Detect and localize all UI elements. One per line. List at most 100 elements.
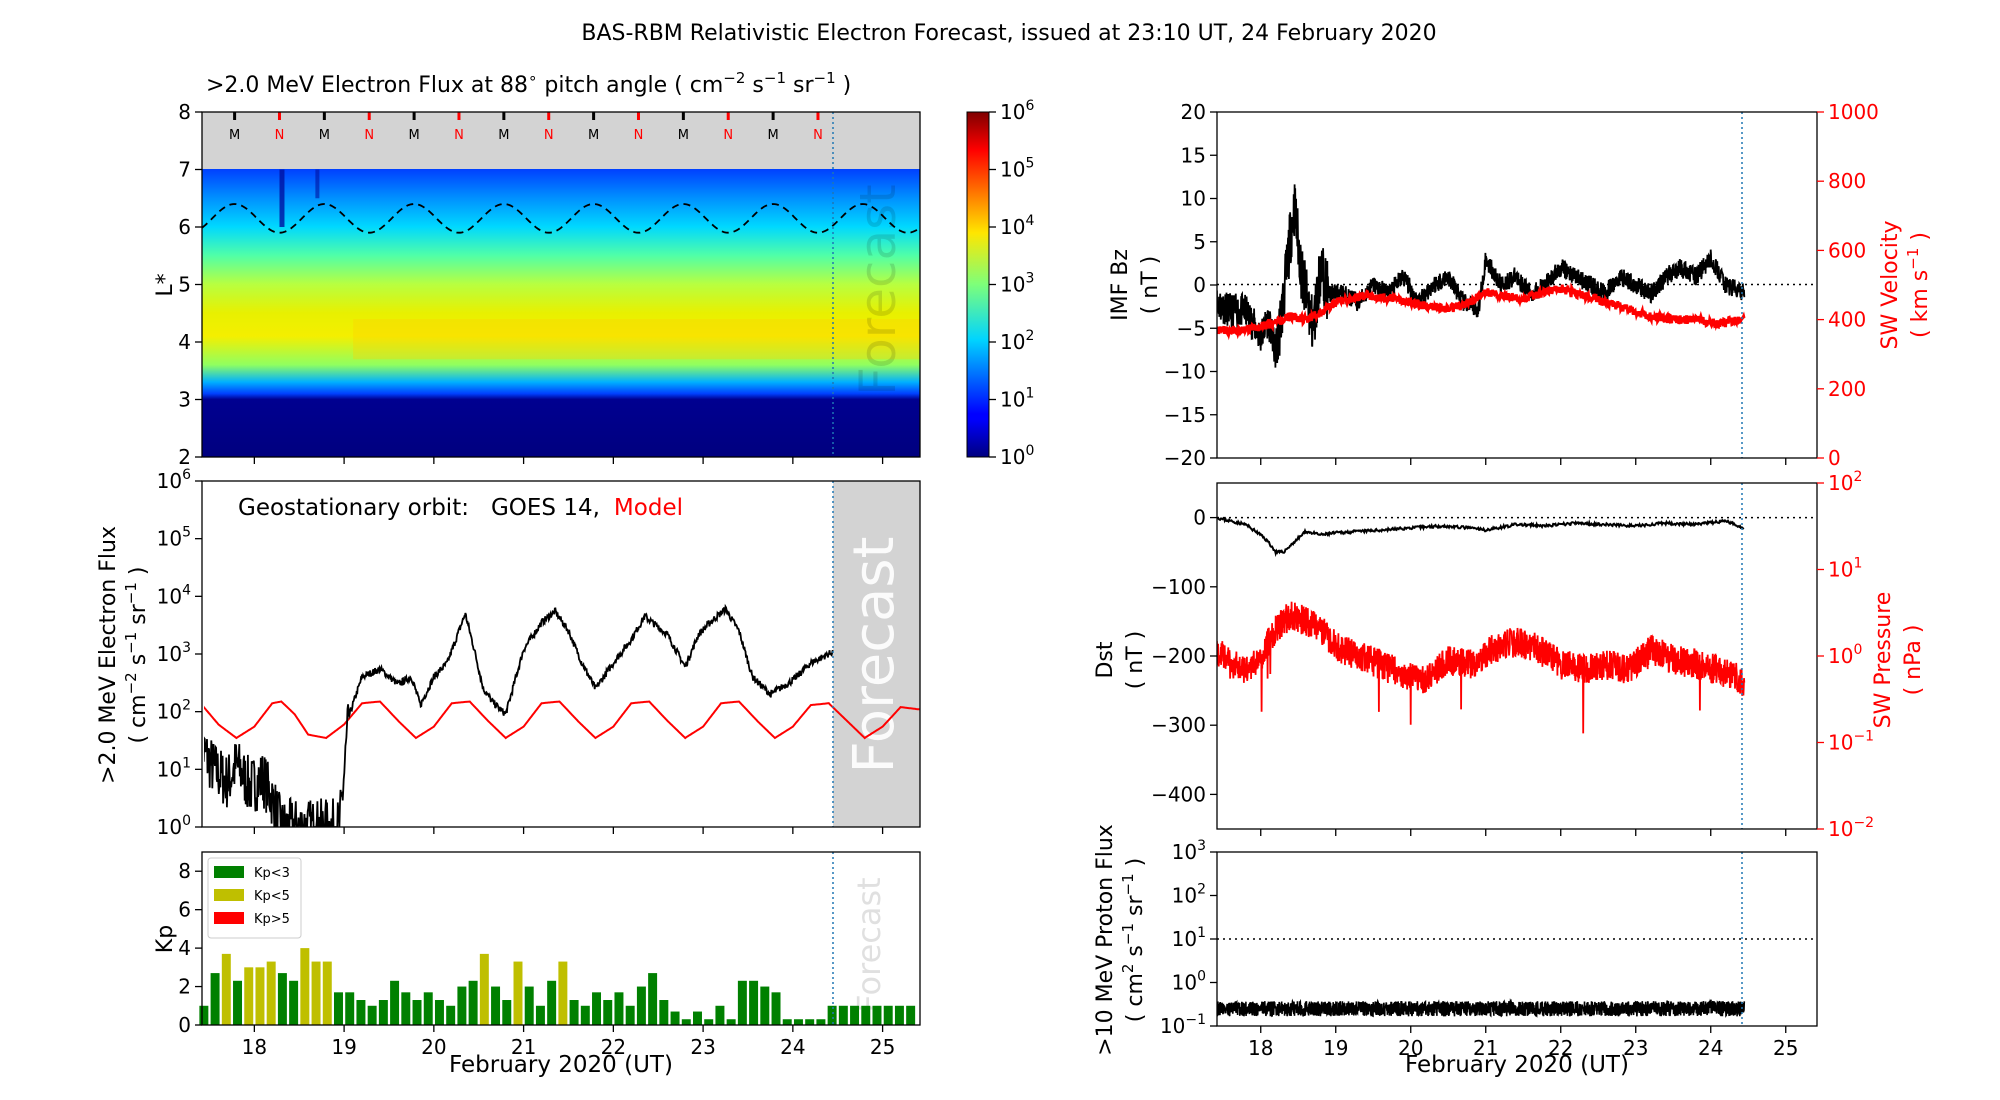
kp-x-label: 23 (690, 1035, 715, 1059)
orbit-marker-label: N (544, 128, 554, 143)
kp-bar (693, 1011, 702, 1025)
flux-dropout-streak (279, 169, 285, 227)
proton-x-label: 25 (1773, 1036, 1798, 1060)
proton-x-label: 22 (1548, 1036, 1573, 1060)
kp-bar (771, 992, 781, 1025)
orbit-marker-label: M (678, 128, 689, 143)
kp-bar (513, 961, 523, 1025)
imf-y-axis: −20 −15 −10 −5 0 5 10 15 20 (1164, 100, 1217, 470)
dst-tick-label: 0 (1193, 506, 1206, 530)
dst-line (1217, 516, 1745, 558)
kp-bars (199, 948, 916, 1025)
proton-tick-label: 101 (1172, 925, 1206, 951)
orbit-marker-label: M (319, 128, 330, 143)
sw-velocity-ylabel-unit: ( km s−1 ) (1904, 232, 1933, 338)
sw-pressure-tick-label: 101 (1828, 556, 1862, 582)
proton-x-label: 20 (1398, 1036, 1423, 1060)
kp-bar (547, 980, 557, 1025)
dst-ylabel-unit: ( nT ) (1123, 631, 1148, 690)
dst-x-ticks (1260, 829, 1787, 836)
proton-flux-line (1217, 998, 1746, 1018)
imf-ylabel: IMF Bz (1108, 249, 1133, 321)
orbit-marker-label: M (498, 128, 509, 143)
geo-flux-ylabel-units: ( cm−2 s−1 sr−1 ) (122, 566, 151, 743)
kp-bar (850, 1005, 860, 1025)
dst-frame (1216, 482, 1818, 830)
kp-legend-low: Kp<3 (254, 866, 290, 881)
sw-pressure-tick-label: 102 (1828, 469, 1862, 495)
kp-bar (367, 1005, 377, 1025)
lstar-tick-label: 4 (178, 330, 191, 354)
imf-tick-label: 20 (1181, 100, 1206, 124)
imf-x-ticks (1260, 458, 1787, 465)
dst-tick-label: −200 (1151, 644, 1206, 668)
kp-bar (334, 992, 343, 1025)
kp-legend-swatch-mid (214, 889, 244, 901)
kp-bar (648, 973, 658, 1025)
proton-x-label: 24 (1698, 1036, 1723, 1060)
kp-bar (827, 1005, 837, 1025)
kp-bar (322, 961, 332, 1025)
flux-map-title: >2.0 MeV Electron Flux at 88∘ pitch angl… (206, 69, 851, 98)
kp-x-label: 22 (601, 1035, 626, 1059)
sw-velocity-tick-label: 800 (1828, 169, 1866, 193)
proton-x-axis: 18 19 20 21 22 23 24 25 (1248, 1026, 1798, 1060)
dst-tick-label: −400 (1151, 782, 1206, 806)
kp-bar (816, 1019, 826, 1025)
dst-ylabel: Dst (1093, 641, 1118, 678)
orbit-marker-label: M (767, 128, 778, 143)
geo-legend: Geostationary orbit: GOES 14, Model (238, 495, 683, 521)
geo-flux-tick-label: 100 (157, 813, 191, 839)
colorbar-tick-label: 106 (1000, 98, 1034, 124)
kp-bar (255, 967, 265, 1025)
colorbar-tick-label: 103 (1000, 271, 1034, 297)
kp-bar (558, 961, 568, 1025)
kp-bar (715, 1005, 725, 1025)
geo-flux-tick-label: 103 (157, 640, 191, 666)
lstar-tick-label: 8 (178, 100, 191, 124)
kp-legend-high: Kp>5 (254, 912, 290, 927)
kp-bar (289, 980, 299, 1025)
kp-bar (457, 986, 467, 1025)
flux-map-y-axis: 2 3 4 5 6 7 8 (178, 100, 884, 469)
kp-x-label: 25 (870, 1035, 895, 1059)
imf-panel: −20 −15 −10 −5 0 5 10 15 20 0 200 400 600 800 1000 IM… (1108, 100, 1933, 470)
geo-flux-ylabel: >2.0 MeV Electron Flux (96, 526, 121, 784)
kp-tick-label: 4 (178, 936, 191, 960)
orbit-marker-label: M (229, 128, 240, 143)
kp-bar (592, 992, 602, 1025)
kp-x-axis: 18 19 20 21 22 23 24 25 (242, 1025, 895, 1059)
sw-pressure-y-axis: 10−2 10−1 100 101 102 (1817, 469, 1874, 841)
kp-tick-label: 2 (178, 975, 191, 999)
left-x-axis-label: February 2020 (UT) (449, 1052, 673, 1078)
no-data-region (202, 112, 920, 169)
sw-pressure-tick-label: 100 (1828, 642, 1862, 668)
dst-y-axis: −400 −300 −200 −100 0 (1151, 506, 1217, 806)
lstar-tick-label: 6 (178, 215, 191, 239)
kp-tick-label: 6 (178, 898, 191, 922)
figure-title: BAS-RBM Relativistic Electron Forecast, … (581, 21, 1436, 46)
kp-bar (726, 1019, 736, 1025)
colorbar-tick-label: 102 (1000, 328, 1034, 354)
kp-ylabel: Kp (153, 925, 178, 953)
kp-bar (636, 986, 646, 1025)
goes-flux-line (204, 603, 834, 827)
kp-frame (201, 851, 921, 1026)
kp-bar (524, 986, 534, 1025)
lstar-tick-label: 3 (178, 388, 191, 412)
sw-pressure-ylabel: SW Pressure (1871, 592, 1896, 729)
kp-bar (614, 992, 624, 1025)
kp-bar (479, 953, 489, 1025)
kp-legend-swatch-high (214, 912, 244, 924)
proton-x-label: 19 (1323, 1036, 1348, 1060)
kp-bar (580, 1005, 590, 1025)
kp-bar (233, 980, 243, 1025)
imf-tick-label: −10 (1164, 360, 1206, 384)
kp-bar (356, 1000, 366, 1025)
imf-tick-label: 0 (1193, 273, 1206, 297)
kp-bar (659, 1000, 669, 1025)
kp-bar (861, 1005, 871, 1025)
sw-pressure-tick-label: 10−2 (1828, 815, 1874, 841)
flux-map-ylabel: L* (153, 273, 178, 296)
